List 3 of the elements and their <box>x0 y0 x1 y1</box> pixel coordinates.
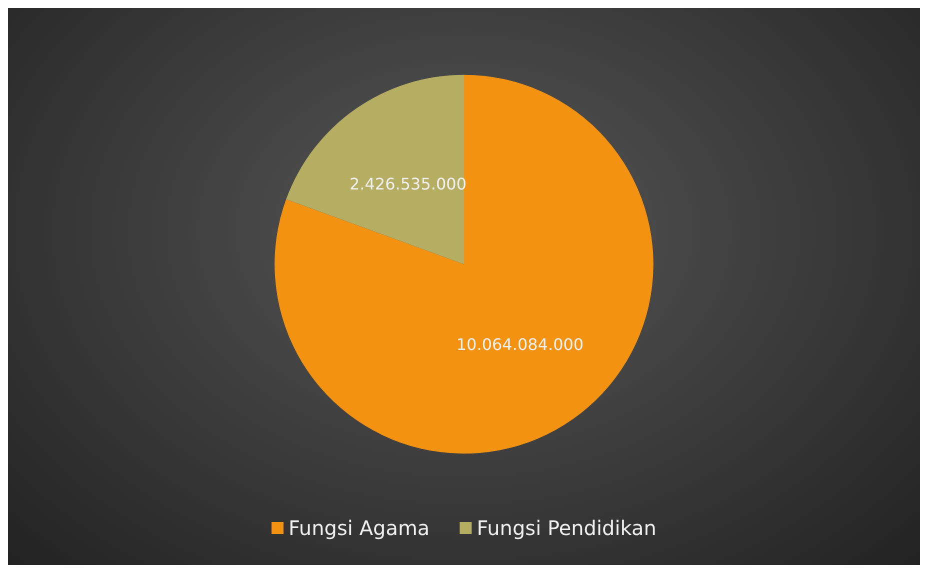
data-label: 10.064.084.000 <box>456 334 584 354</box>
legend-label: Fungsi Pendidikan <box>476 516 656 540</box>
legend-label: Fungsi Agama <box>288 516 430 540</box>
